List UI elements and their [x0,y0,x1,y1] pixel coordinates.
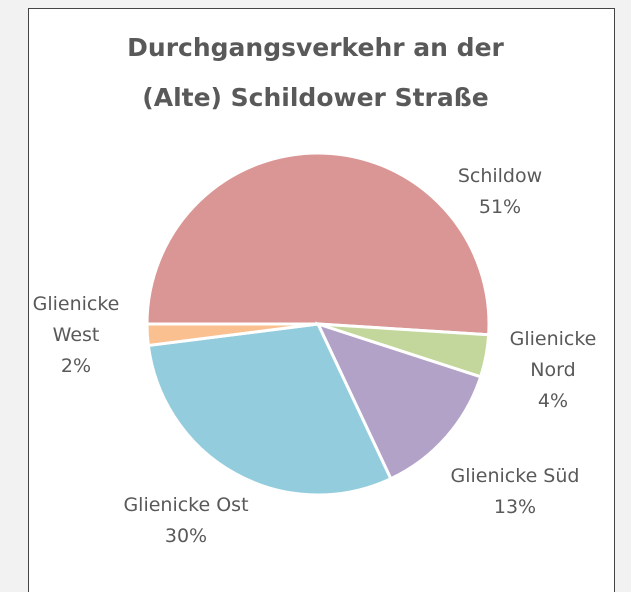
chart-title: Durchgangsverkehr an der [127,33,504,62]
label-value: 13% [493,496,537,518]
label-name: Glienicke Nord [509,328,597,381]
data-label: Glienicke Ost 30% [101,490,271,552]
label-value: 30% [164,525,208,547]
label-name: Schildow [457,165,543,187]
label-value: 51% [478,196,522,218]
pie-slice [145,151,491,337]
label-value: 4% [537,390,569,412]
pie-slice [146,322,393,497]
label-name: Glienicke Süd [450,465,580,487]
label-name: Glienicke Ost [123,494,249,516]
pie-slice [315,321,483,481]
pie-slice [145,322,319,348]
data-label: Schildow 51% [440,161,560,223]
data-label: Glienicke Nord 4% [503,324,603,417]
chart-title: (Alte) Schildower Straße [142,83,489,112]
label-value: 2% [60,355,92,377]
label-name: Glienicke West [32,293,120,346]
data-label: Glienicke West 2% [26,289,126,382]
data-label: Glienicke Süd 13% [430,461,600,523]
